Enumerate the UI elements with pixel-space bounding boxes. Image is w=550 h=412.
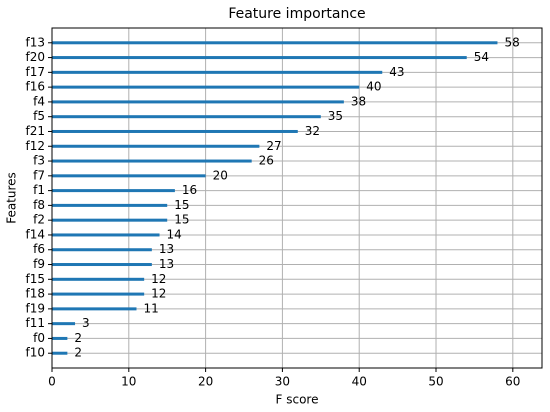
value-label: 20 bbox=[213, 168, 228, 182]
value-label: 13 bbox=[159, 257, 174, 271]
value-label: 38 bbox=[351, 94, 366, 108]
x-tick-label: 40 bbox=[352, 375, 367, 389]
y-tick-label: f21 bbox=[26, 124, 46, 138]
y-tick-label: f9 bbox=[33, 257, 45, 271]
bar bbox=[52, 85, 360, 89]
bar bbox=[52, 129, 298, 133]
value-label: 27 bbox=[266, 139, 281, 153]
value-label: 2 bbox=[74, 346, 82, 360]
value-label: 26 bbox=[259, 154, 274, 168]
bar bbox=[52, 100, 344, 104]
value-label: 16 bbox=[182, 183, 197, 197]
value-label: 32 bbox=[305, 124, 320, 138]
bar bbox=[52, 218, 168, 222]
x-axis-label: F score bbox=[276, 393, 319, 407]
value-label: 12 bbox=[151, 272, 166, 286]
bar bbox=[52, 263, 152, 267]
x-tick-label: 50 bbox=[428, 375, 443, 389]
bar bbox=[52, 174, 206, 178]
bar bbox=[52, 351, 68, 355]
x-tick-label: 30 bbox=[275, 375, 290, 389]
bar bbox=[52, 159, 252, 163]
bar bbox=[52, 336, 68, 340]
y-tick-label: f10 bbox=[26, 346, 46, 360]
bar bbox=[52, 41, 498, 45]
y-tick-label: f15 bbox=[26, 272, 46, 286]
value-label: 14 bbox=[167, 227, 182, 241]
chart-title: Feature importance bbox=[228, 6, 365, 22]
y-axis-label: Features bbox=[5, 172, 19, 224]
bar bbox=[52, 292, 145, 296]
value-label: 11 bbox=[143, 301, 158, 315]
value-label: 43 bbox=[389, 65, 404, 79]
y-tick-label: f1 bbox=[33, 183, 45, 197]
y-tick-label: f20 bbox=[26, 50, 46, 64]
y-tick-label: f18 bbox=[26, 287, 46, 301]
y-tick-label: f16 bbox=[26, 80, 46, 94]
bar bbox=[52, 233, 160, 237]
bar bbox=[52, 144, 260, 148]
y-tick-label: f4 bbox=[33, 94, 45, 108]
y-tick-label: f3 bbox=[33, 154, 45, 168]
y-tick-label: f2 bbox=[33, 213, 45, 227]
value-label: 15 bbox=[174, 198, 189, 212]
y-tick-label: f8 bbox=[33, 198, 45, 212]
bar bbox=[52, 56, 467, 60]
y-tick-label: f6 bbox=[33, 242, 45, 256]
y-tick-label: f5 bbox=[33, 109, 45, 123]
y-tick-label: f14 bbox=[26, 227, 46, 241]
x-tick-label: 60 bbox=[505, 375, 520, 389]
y-tick-label: f17 bbox=[26, 65, 46, 79]
y-tick-label: f11 bbox=[26, 316, 46, 330]
bar bbox=[52, 115, 321, 119]
value-label: 2 bbox=[74, 331, 82, 345]
value-label: 40 bbox=[366, 80, 381, 94]
value-label: 3 bbox=[82, 316, 90, 330]
value-label: 12 bbox=[151, 287, 166, 301]
bar bbox=[52, 322, 76, 326]
y-tick-label: f13 bbox=[26, 35, 46, 49]
plot-frame bbox=[51, 27, 543, 369]
y-tick-label: f19 bbox=[26, 301, 46, 315]
bar bbox=[52, 307, 137, 311]
y-tick-label: f0 bbox=[33, 331, 45, 345]
bar bbox=[52, 70, 383, 74]
bar bbox=[52, 248, 152, 252]
y-tick-label: f7 bbox=[33, 168, 45, 182]
x-tick-label: 20 bbox=[198, 375, 213, 389]
value-label: 13 bbox=[159, 242, 174, 256]
bar bbox=[52, 277, 145, 281]
value-label: 54 bbox=[474, 50, 489, 64]
value-label: 35 bbox=[328, 109, 343, 123]
bar bbox=[52, 189, 175, 193]
value-label: 58 bbox=[504, 35, 519, 49]
y-tick-label: f12 bbox=[26, 139, 46, 153]
x-tick-label: 0 bbox=[48, 375, 56, 389]
value-label: 15 bbox=[174, 213, 189, 227]
bar bbox=[52, 203, 168, 207]
x-tick-label: 10 bbox=[121, 375, 136, 389]
